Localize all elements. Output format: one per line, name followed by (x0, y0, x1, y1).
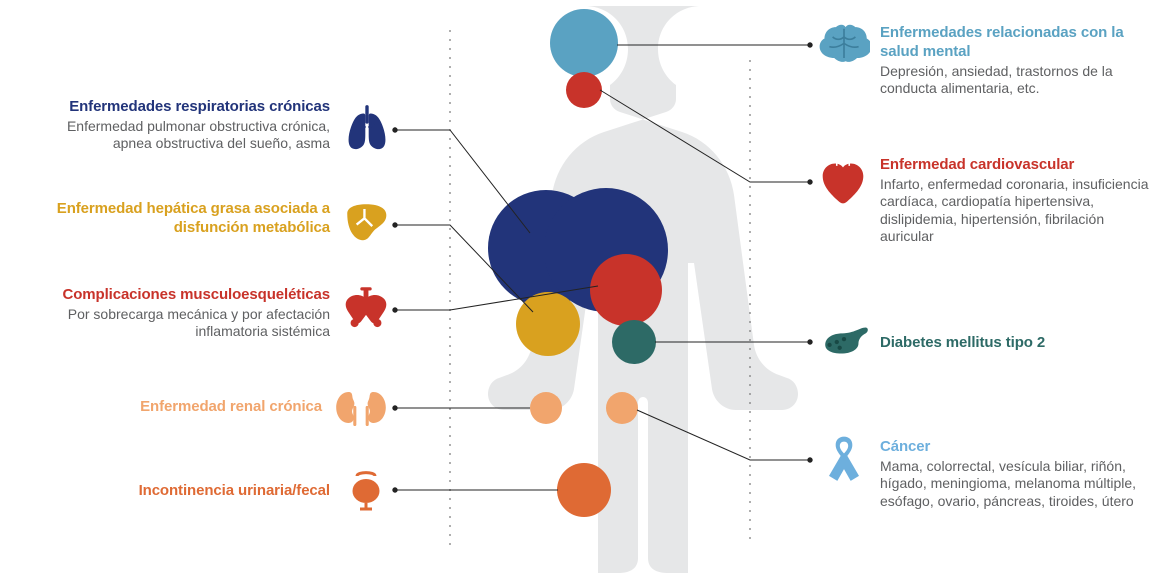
kidneys-icon (330, 386, 392, 432)
bladder-icon (342, 466, 390, 516)
title-diabetes: Diabetes mellitus tipo 2 (880, 334, 1160, 353)
label-liver: Enfermedad hepática grasa asociada a dis… (30, 200, 330, 239)
brain-icon (818, 22, 870, 68)
label-respiratory: Enfermedades respiratorias crónicas Enfe… (30, 98, 330, 153)
title-cardio: Enfermedad cardiovascular (880, 156, 1160, 175)
title-musculo: Complicaciones musculoesqueléticas (10, 286, 330, 305)
desc-mental: Depresión, ansiedad, trastornos de la co… (880, 63, 1160, 98)
pelvis-icon (340, 284, 392, 336)
circle-teal (612, 320, 656, 364)
title-liver: Enfermedad hepática grasa asociada a dis… (30, 200, 330, 238)
desc-cardio: Infarto, enfermedad coronaria, insuficie… (880, 176, 1160, 246)
label-mental: Enfermedades relacionadas con la salud m… (880, 24, 1160, 98)
label-diabetes: Diabetes mellitus tipo 2 (880, 334, 1160, 354)
circle-heart-red (590, 254, 662, 326)
title-respiratory: Enfermedades respiratorias crónicas (30, 98, 330, 117)
label-incont: Incontinencia urinaria/fecal (30, 482, 330, 502)
circle-head-red (566, 72, 602, 108)
circle-kidney-r (606, 392, 638, 424)
circle-kidney-l (530, 392, 562, 424)
lungs-icon (340, 100, 394, 154)
label-cardio: Enfermedad cardiovascular Infarto, enfer… (880, 156, 1160, 246)
liver-icon (340, 198, 392, 248)
infographic-stage: Enfermedades respiratorias crónicas Enfe… (0, 0, 1170, 577)
ribbon-icon (824, 432, 864, 488)
title-renal: Enfermedad renal crónica (22, 398, 322, 417)
circle-bladder (557, 463, 611, 517)
label-musculo: Complicaciones musculoesqueléticas Por s… (10, 286, 330, 341)
label-cancer: Cáncer Mama, colorrectal, vesícula bilia… (880, 438, 1160, 510)
circle-head-blue (550, 9, 618, 77)
desc-respiratory: Enfermedad pulmonar obstructiva crónica,… (30, 118, 330, 153)
heart-icon (818, 158, 868, 208)
title-cancer: Cáncer (880, 438, 1160, 457)
title-mental: Enfermedades relacionadas con la salud m… (880, 24, 1160, 62)
pancreas-icon (818, 320, 870, 364)
circle-liver (516, 292, 580, 356)
desc-musculo: Por sobrecarga mecánica y por afectación… (10, 306, 330, 341)
desc-cancer: Mama, colorrectal, vesícula biliar, riñó… (880, 458, 1160, 511)
title-incont: Incontinencia urinaria/fecal (30, 482, 330, 501)
label-renal: Enfermedad renal crónica (22, 398, 322, 418)
